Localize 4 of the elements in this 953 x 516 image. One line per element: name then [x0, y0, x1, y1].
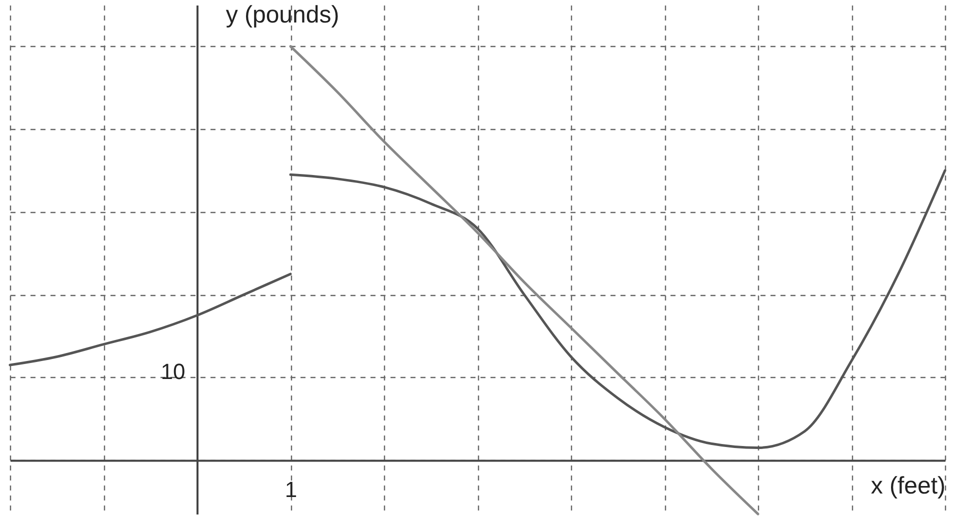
annotation: 1	[284, 477, 298, 502]
y-axis-title: y (pounds)	[226, 2, 340, 28]
x-axis-title: x (feet)	[870, 472, 946, 500]
annotation: 10	[160, 359, 186, 384]
